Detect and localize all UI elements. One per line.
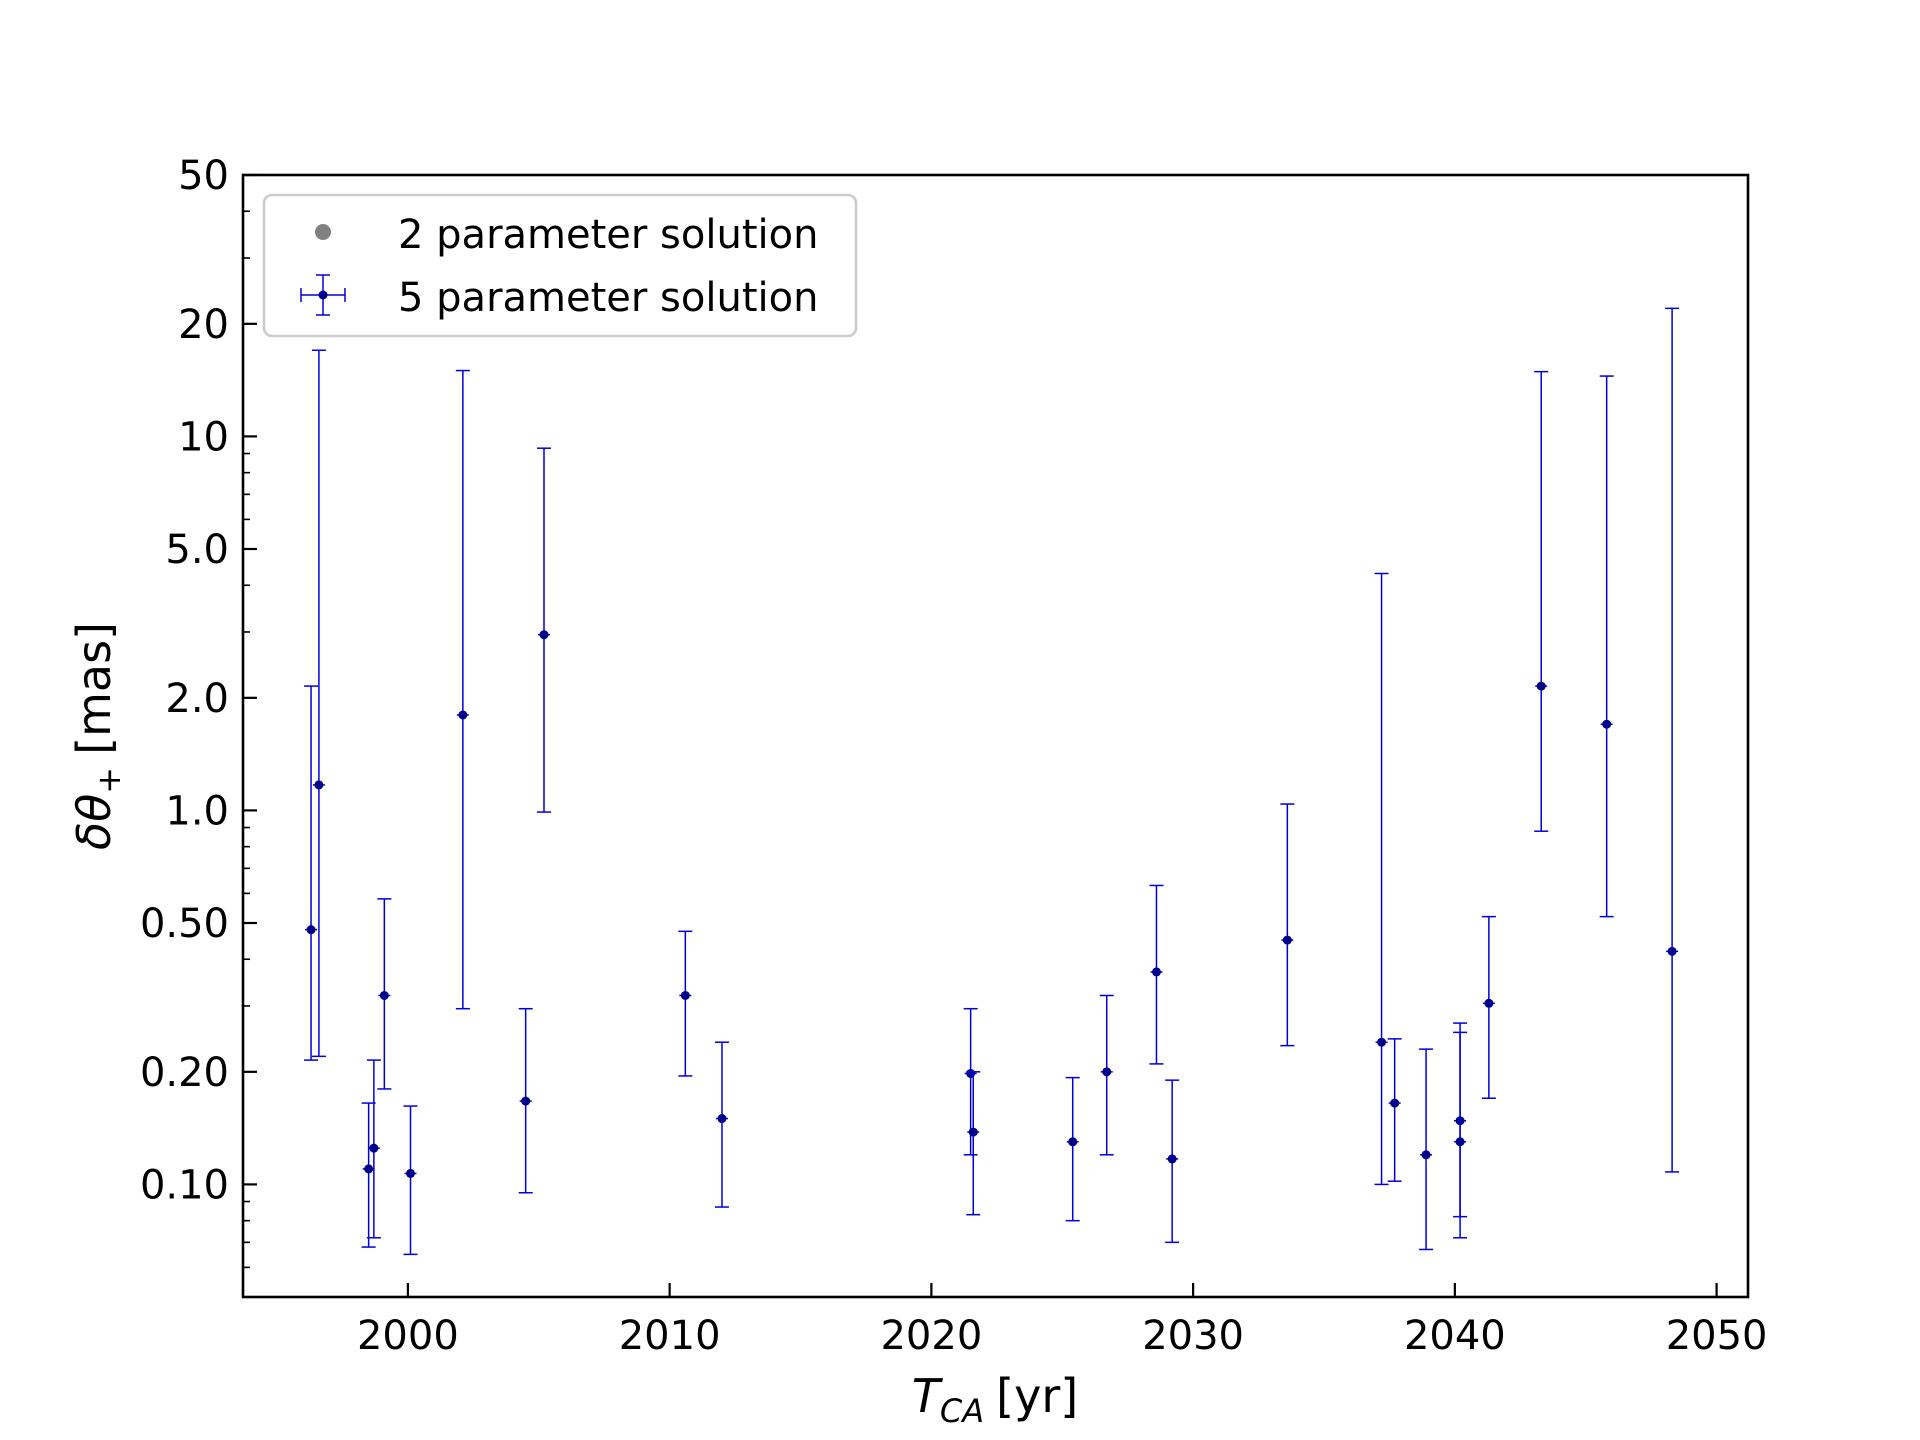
x-tick-label: 2030	[1142, 1313, 1244, 1359]
data-marker	[1602, 719, 1612, 729]
data-point	[1387, 1038, 1402, 1182]
data-marker	[521, 1096, 531, 1106]
legend-marker-2-parameter	[315, 224, 331, 240]
data-marker	[1377, 1037, 1387, 1047]
data-point	[455, 369, 470, 1010]
data-point	[304, 685, 319, 1061]
y-tick-label: 0.20	[140, 1050, 229, 1096]
y-tick-label: 0.50	[140, 901, 229, 947]
y-tick-label: 1.0	[165, 788, 229, 834]
data-point	[1099, 994, 1114, 1156]
y-tick-label: 10	[178, 414, 229, 460]
legend: 2 parameter solution 5 parameter solutio…	[262, 193, 858, 338]
data-point	[1453, 1031, 1468, 1239]
legend-label-2-parameter: 2 parameter solution	[398, 212, 818, 258]
data-marker	[680, 990, 690, 1000]
data-marker	[364, 1164, 374, 1174]
data-point	[366, 1059, 381, 1239]
data-point	[518, 1007, 533, 1194]
x-tick-label: 2000	[357, 1313, 459, 1359]
data-marker	[1484, 998, 1494, 1008]
x-axis-label-main: T	[912, 1369, 944, 1423]
data-marker	[717, 1114, 727, 1124]
x-axis-ticks: 2000 2010 2020 2030 2040 2050	[357, 1283, 1767, 1359]
data-point	[1065, 1076, 1080, 1222]
data-marker	[1421, 1150, 1431, 1160]
x-axis-label-subscript: CA	[940, 1392, 984, 1430]
data-marker	[968, 1127, 978, 1137]
legend-label-5-parameter: 5 parameter solution	[398, 275, 818, 321]
data-point	[1665, 307, 1680, 1173]
data-marker	[369, 1143, 379, 1153]
data-point	[1481, 915, 1496, 1099]
data-point	[1599, 375, 1614, 918]
y-tick-label: 50	[178, 153, 229, 199]
data-point	[678, 930, 693, 1077]
x-tick-label: 2050	[1666, 1313, 1768, 1359]
y-tick-label: 5.0	[165, 527, 229, 573]
data-marker	[1536, 681, 1546, 691]
y-axis-ticks: 0.10 0.20 0.50 1.0 2.0 5.0 10 20 50	[140, 153, 257, 1298]
data-point	[311, 349, 326, 1058]
data-marker	[1068, 1137, 1078, 1147]
data-point	[1419, 1048, 1434, 1251]
data-marker	[379, 990, 389, 1000]
data-marker	[306, 925, 316, 935]
y-axis-label-main: δθ	[67, 794, 121, 850]
data-marker	[314, 780, 324, 790]
axes-frame	[241, 173, 1750, 1299]
data-point	[1374, 572, 1389, 1186]
x-tick-label: 2010	[619, 1313, 721, 1359]
legend-box	[262, 193, 858, 338]
data-marker	[406, 1168, 416, 1178]
y-axis-label: δθ+ [mas]	[67, 622, 128, 850]
data-marker	[1282, 935, 1292, 945]
y-tick-label: 2.0	[165, 676, 229, 722]
data-point	[966, 1071, 981, 1216]
data-marker	[1167, 1154, 1177, 1164]
plot-area: 2000 2010 2020 2030 2040 2050 0.100.200.501.0…	[140, 153, 1768, 1359]
x-axis-label-unit: [yr]	[996, 1369, 1078, 1423]
data-point	[1534, 370, 1549, 832]
data-point	[403, 1105, 418, 1256]
data-point	[1165, 1079, 1180, 1244]
y-tick-label: 0.10	[140, 1162, 229, 1208]
data-marker	[1455, 1137, 1465, 1147]
data-marker	[1151, 967, 1161, 977]
data-point	[537, 447, 551, 813]
x-tick-label: 2040	[1404, 1313, 1506, 1359]
data-marks	[304, 307, 1680, 1256]
data-marker	[1102, 1067, 1112, 1077]
data-marker	[539, 630, 549, 640]
x-axis-label: TCA [yr]	[912, 1369, 1078, 1430]
data-point	[1149, 884, 1164, 1065]
data-marker	[1667, 946, 1677, 956]
data-point	[714, 1041, 729, 1208]
data-marker	[1390, 1098, 1400, 1108]
legend-marker-5-parameter	[300, 274, 346, 316]
y-axis-label-subscript: +	[90, 767, 128, 794]
x-tick-label: 2020	[880, 1313, 982, 1359]
data-point	[377, 898, 392, 1090]
y-tick-label: 20	[178, 302, 229, 348]
data-marker	[458, 710, 468, 720]
data-point	[1280, 803, 1295, 1047]
y-axis-label-unit: [mas]	[67, 622, 121, 755]
